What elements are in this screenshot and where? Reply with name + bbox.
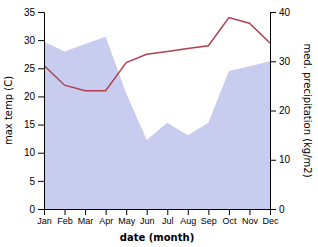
plot: JanFebMarAprMayJunJulAugSepOctNovDec0510… <box>3 7 313 243</box>
tick-mark <box>270 61 276 62</box>
tick-mark <box>126 209 127 215</box>
line <box>44 18 270 91</box>
tick-label: 20 <box>279 105 291 116</box>
tick-label: 5 <box>29 176 35 187</box>
tick-mark <box>270 12 276 13</box>
tick-label: 20 <box>24 91 36 102</box>
tick-mark <box>38 125 44 126</box>
tick-label: 30 <box>279 56 291 67</box>
x-axis: Jan Feb Mar Apr May Jun Jul Aug Sep Oct NovDec <box>37 209 279 226</box>
tick-mark <box>38 40 44 41</box>
tick-label: 35 <box>24 7 36 18</box>
tick-label: 30 <box>24 35 36 46</box>
tick-mark <box>208 209 209 215</box>
tick-mark <box>38 68 44 69</box>
tick-mark <box>38 153 44 154</box>
chart: JanFebMarAprMayJunJulAugSepOctNovDec0510… <box>0 0 318 247</box>
tick-label: Jan <box>37 216 52 226</box>
x-axis-title: date (month) <box>120 232 194 243</box>
tick: Jun <box>140 209 155 226</box>
tick-label: Mar <box>78 216 94 226</box>
y2-axis-title: med. precipitation (kg/m2) <box>302 43 313 177</box>
tick: Mar <box>78 209 94 226</box>
tick-label: Feb <box>57 216 73 226</box>
tick: May <box>118 209 136 226</box>
tick: 15 <box>24 119 44 130</box>
tick-mark <box>38 181 44 182</box>
tick-mark <box>270 209 276 210</box>
tick: 30 <box>24 35 44 46</box>
tick: Oct <box>222 209 237 226</box>
tick: Dec <box>262 209 279 226</box>
tick-mark <box>38 209 44 210</box>
tick: 5 <box>29 176 44 187</box>
marks <box>44 18 270 209</box>
tick: 0 <box>270 204 285 215</box>
tick-label: 40 <box>279 7 291 18</box>
tick-mark <box>38 96 44 97</box>
tick: 0 <box>29 204 44 215</box>
tick-label: May <box>118 216 136 226</box>
tick-label: 10 <box>279 154 291 165</box>
y2-axis: 0 10 20 30 40 <box>270 7 291 215</box>
tick: Jul <box>162 209 174 226</box>
tick: 30 <box>270 56 291 67</box>
tick: 25 <box>24 63 44 74</box>
area <box>44 37 270 209</box>
tick-label: Aug <box>180 216 196 226</box>
tick: Aug <box>180 209 196 226</box>
tick: Feb <box>57 209 73 226</box>
tick-label: 15 <box>24 119 36 130</box>
y-axis: 0 5 10 15 20 25 30 35 <box>24 7 45 215</box>
tick-mark <box>188 209 189 215</box>
tick: Jan <box>37 209 52 226</box>
tick-mark <box>65 209 66 215</box>
tick-label: 0 <box>279 204 285 215</box>
tick-mark <box>270 160 276 161</box>
tick-label: Oct <box>222 216 237 226</box>
tick-mark <box>38 12 44 13</box>
tick: 10 <box>270 154 291 165</box>
chart-container: JanFebMarAprMayJunJulAugSepOctNovDec0510… <box>0 0 318 247</box>
tick-label: Sep <box>201 216 217 226</box>
tick-label: 10 <box>24 147 36 158</box>
tick-label: Nov <box>242 216 259 226</box>
tick-mark <box>147 209 148 215</box>
tick: Apr <box>99 209 113 226</box>
tick-mark <box>249 209 250 215</box>
tick: 35 <box>24 7 44 18</box>
tick-label: Jul <box>162 216 174 226</box>
tick-label: 25 <box>24 63 36 74</box>
tick-label: Dec <box>262 216 279 226</box>
tick-mark <box>106 209 107 215</box>
tick-mark <box>270 111 276 112</box>
tick: 20 <box>270 105 291 116</box>
tick: Nov <box>242 209 259 226</box>
tick-mark <box>229 209 230 215</box>
tick-label: Jun <box>140 216 155 226</box>
tick-label: Apr <box>99 216 113 226</box>
tick: 20 <box>24 91 44 102</box>
tick: Sep <box>201 209 217 226</box>
tick-label: 0 <box>29 204 35 215</box>
axis-line <box>45 210 271 216</box>
tick: 10 <box>24 147 44 158</box>
axis-line <box>271 13 277 210</box>
tick: 40 <box>270 7 291 18</box>
tick-mark <box>85 209 86 215</box>
axis-line <box>38 13 45 210</box>
tick-mark <box>167 209 168 215</box>
y-axis-title: max temp (C) <box>3 76 14 145</box>
